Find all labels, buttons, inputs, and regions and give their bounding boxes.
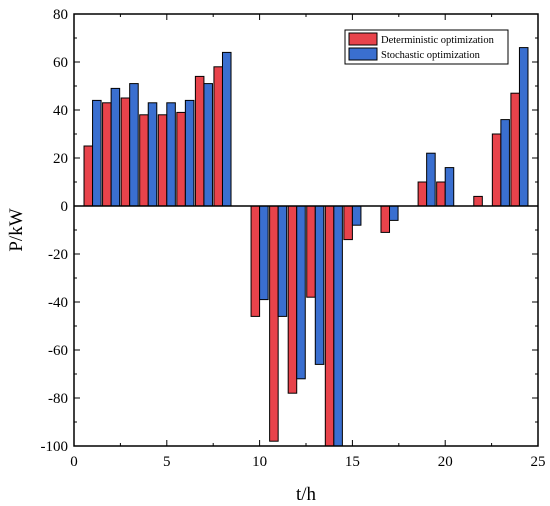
x-tick-label: 10: [252, 454, 267, 470]
bar-stochastic-t11: [277, 205, 288, 317]
bar-deterministic-t12: [287, 205, 298, 394]
bar-stochastic-t8: [221, 51, 232, 207]
bar-deterministic-t24: [510, 92, 520, 207]
y-tick-label: -20: [48, 247, 68, 263]
ticks-group: 0 5 10 15 20 25 80 60 40 20 0 -20 -40 -60 -80 -100: [41, 7, 546, 470]
bar-deterministic-t11: [269, 205, 279, 442]
legend-label-stochastic: Stochastic optimization: [381, 50, 481, 61]
legend: Deterministic optimization Stochastic op…: [344, 29, 509, 65]
x-tick-label: 20: [438, 454, 453, 470]
bar-stochastic-t15: [351, 205, 362, 226]
bar-deterministic-t20: [436, 181, 446, 207]
y-tick-label: 0: [61, 199, 69, 215]
bar-stochastic-t4: [147, 102, 158, 207]
bar-stochastic-t1: [92, 99, 102, 207]
bar-stochastic-t2: [110, 87, 121, 207]
y-tick-label: -80: [48, 391, 68, 407]
bar-stochastic-t5: [166, 102, 176, 207]
y-axis-label: P/kW: [6, 208, 27, 251]
y-tick-label: 40: [53, 103, 68, 119]
y-tick-label: -100: [41, 439, 69, 455]
bar-stochastic-t10: [259, 205, 269, 301]
y-tick-label: 60: [53, 55, 68, 71]
bar-deterministic-t3: [120, 97, 131, 207]
x-tick-label: 5: [163, 454, 171, 470]
bar-deterministic-t5: [157, 114, 168, 207]
legend-label-deterministic: Deterministic optimization: [381, 35, 495, 46]
x-axis-label: t/h: [296, 484, 317, 505]
bar-stochastic-t24: [518, 47, 529, 207]
bar-deterministic-t15: [343, 205, 353, 241]
x-tick-label: 0: [70, 454, 78, 470]
bar-stochastic-t7: [203, 83, 213, 207]
bar-deterministic-t17: [380, 205, 391, 233]
y-tick-label: 80: [53, 7, 68, 23]
bar-stochastic-t13: [314, 205, 325, 365]
bar-deterministic-t2: [102, 102, 112, 207]
bar-deterministic-t7: [194, 75, 205, 207]
bar-stochastic-t14: [333, 205, 343, 447]
bar-deterministic-t1: [83, 145, 94, 207]
bar-deterministic-t19: [417, 181, 428, 207]
y-tick-label: -60: [48, 343, 68, 359]
y-tick-label: -40: [48, 295, 68, 311]
x-tick-label: 25: [531, 454, 546, 470]
bar-deterministic-t23: [491, 133, 502, 207]
y-tick-label: 20: [53, 151, 68, 167]
bar-stochastic-t19: [426, 152, 436, 207]
bar-deterministic-t4: [139, 114, 149, 207]
legend-swatch-deterministic: [348, 32, 378, 46]
x-tick-label: 15: [345, 454, 360, 470]
bar-deterministic-t13: [306, 205, 316, 298]
bar-stochastic-t23: [500, 119, 510, 207]
bar-stochastic-t12: [296, 205, 306, 380]
bar-stochastic-t6: [184, 99, 195, 207]
bar-stochastic-t3: [129, 83, 139, 207]
bars-group: [83, 47, 529, 447]
plot-frame: [73, 13, 539, 447]
legend-swatch-stochastic: [348, 47, 378, 61]
bar-stochastic-t17: [389, 205, 399, 221]
bar-stochastic-t20: [444, 167, 455, 207]
bar-deterministic-t10: [250, 205, 261, 317]
bar-deterministic-t22: [473, 195, 483, 207]
bar-deterministic-t6: [176, 111, 186, 207]
bar-deterministic-t14: [324, 205, 335, 447]
bar-deterministic-t8: [213, 66, 223, 207]
